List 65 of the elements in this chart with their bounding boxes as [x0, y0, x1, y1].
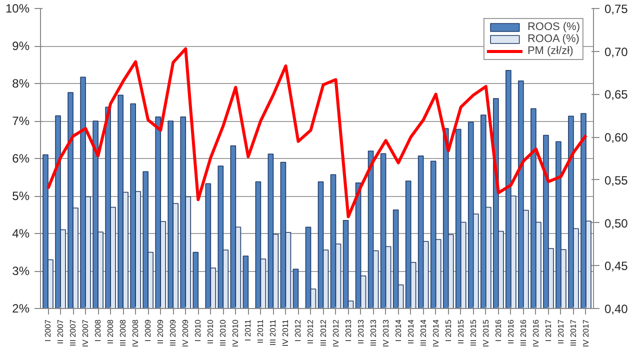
x-tick-label: I 2014: [394, 318, 403, 342]
x-tick-label: II 2014: [406, 318, 416, 344]
y2-tick-label: 0,40: [604, 302, 628, 316]
y-tick-label: 5%: [12, 189, 30, 203]
x-tick-label: IV 2011: [281, 318, 290, 346]
x-tick-label: IV 2016: [531, 318, 540, 348]
x-tick-label: IV 2010: [231, 318, 240, 348]
y2-tick-label: 0,75: [604, 2, 628, 16]
y-tick-label: 2%: [12, 302, 30, 316]
x-tick-label: III 2009: [168, 318, 178, 346]
x-tick-label: I 2011: [244, 318, 253, 342]
y-tick-label: 8%: [12, 76, 30, 90]
x-tick-label: II 2013: [356, 318, 366, 344]
x-tick-label: I 2015: [444, 318, 453, 342]
x-tick-label: I 2012: [294, 318, 303, 342]
x-tick-label: II 2009: [156, 318, 166, 344]
x-tick-label: I 2008: [94, 318, 103, 342]
x-tick-label: II 2017: [556, 318, 566, 344]
x-tick-label: III 2014: [418, 318, 428, 346]
x-tick-label: IV 2012: [331, 318, 340, 348]
x-tick-label: II 2011: [256, 318, 266, 344]
legend-label: ROOS (%): [527, 21, 580, 33]
legend-label: ROOA (%): [527, 33, 580, 45]
x-tick-label: IV 2007: [81, 318, 90, 348]
x-tick-label: IV 2014: [431, 318, 440, 348]
y-tick-label: 4%: [12, 226, 30, 240]
line-series: [46, 47, 588, 218]
x-tick-label: III 2016: [518, 318, 528, 346]
x-tick-label: III 2012: [318, 318, 328, 346]
y2-tick-label: 0,50: [604, 216, 628, 230]
x-tick-label: II 2015: [456, 318, 466, 344]
x-tick-label: II 2008: [106, 318, 116, 344]
y2-tick-label: 0,70: [604, 44, 628, 59]
x-tick-label: III 2015: [468, 318, 478, 346]
x-tick-label: I 2013: [344, 318, 353, 342]
x-tick-label: II 2016: [506, 318, 516, 344]
y-tick-label: 10%: [5, 2, 30, 16]
x-tick-label: I 2010: [194, 318, 203, 342]
legend-label: PM (zł/zł): [527, 45, 574, 57]
x-tick-label: I 2009: [144, 318, 153, 342]
x-tick-label: IV 2009: [181, 318, 190, 348]
y-tick-label: 3%: [12, 264, 30, 278]
x-tick-label: III 2013: [368, 318, 378, 346]
x-tick-label: III 2010: [218, 318, 228, 346]
x-tick-label: III 2017: [568, 318, 578, 346]
x-tick-label: I 2017: [544, 318, 553, 342]
x-tick-label: I 2016: [494, 318, 503, 342]
x-tick-label: III 2008: [118, 318, 128, 346]
x-tick-label: I 2007: [44, 318, 53, 342]
y2-tick-label: 0,65: [604, 88, 628, 102]
x-tick-label: II 2012: [306, 318, 316, 344]
x-tick-label: III 2011: [268, 318, 278, 346]
x-tick-label: II 2007: [56, 318, 66, 344]
x-tick-label: IV 2017: [581, 318, 590, 348]
y-tick-label: 7%: [12, 114, 30, 128]
y2-tick-label: 0,55: [604, 173, 628, 188]
y-tick-label: 6%: [12, 152, 30, 166]
y2-tick-label: 0,60: [604, 130, 628, 145]
y-tick-label: 9%: [12, 39, 30, 53]
x-tick-label: IV 2008: [131, 318, 140, 348]
x-tick-label: IV 2015: [481, 318, 490, 348]
x-tick-label: III 2007: [68, 318, 78, 346]
x-tick-label: IV 2013: [381, 318, 390, 348]
x-tick-label: II 2010: [206, 318, 216, 344]
y2-tick-label: 0,45: [604, 259, 628, 274]
